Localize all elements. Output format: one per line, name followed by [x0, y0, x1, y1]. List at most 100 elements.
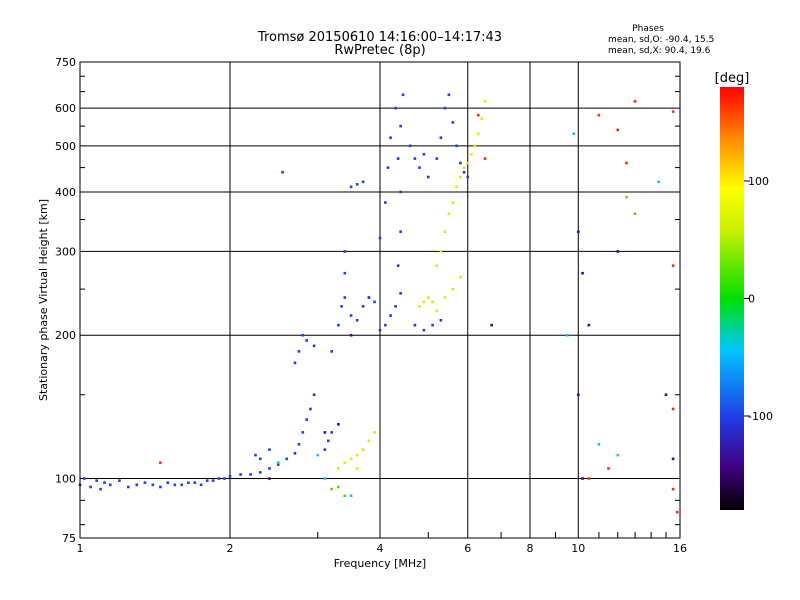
- data-point: [301, 431, 305, 434]
- data-point: [447, 212, 451, 216]
- data-point: [431, 300, 434, 304]
- data-point: [483, 157, 487, 160]
- data-point: [401, 93, 405, 97]
- data-point: [480, 117, 484, 121]
- data-point: [490, 323, 493, 327]
- data-point: [386, 166, 390, 169]
- data-point: [394, 305, 397, 308]
- data-point: [143, 481, 147, 485]
- data-point: [399, 291, 402, 295]
- data-point: [297, 350, 301, 353]
- data-point: [459, 275, 462, 279]
- data-point: [330, 431, 334, 434]
- y-tick-label: 500: [55, 140, 76, 153]
- data-point: [408, 144, 412, 148]
- colorbar-label: [deg]: [715, 71, 750, 86]
- data-point: [367, 439, 371, 443]
- data-point: [435, 309, 439, 313]
- data-point: [343, 271, 347, 275]
- data-point: [576, 230, 580, 234]
- data-point: [217, 477, 221, 480]
- data-point: [422, 152, 426, 156]
- data-point: [305, 418, 308, 421]
- data-point: [413, 323, 417, 327]
- colorbar-ticks: 100 0 -100: [744, 175, 773, 423]
- data-point: [435, 264, 439, 267]
- colorbar-tick-label: 0: [748, 293, 755, 306]
- data-point: [657, 180, 660, 184]
- data-point: [82, 477, 86, 480]
- data-point: [249, 473, 252, 476]
- data-point: [126, 485, 130, 489]
- data-point: [239, 473, 242, 476]
- data-point: [211, 479, 215, 482]
- data-point: [422, 300, 426, 304]
- data-point: [625, 161, 628, 165]
- data-point: [285, 457, 289, 461]
- x-tick-label: 16: [673, 542, 687, 555]
- data-point: [426, 175, 430, 179]
- data-point: [597, 113, 601, 117]
- data-point: [330, 487, 334, 491]
- data-point: [396, 264, 400, 267]
- y-axis-label: Stationary phase Virtual Height [km]: [37, 199, 50, 401]
- data-point: [384, 201, 387, 204]
- data-point: [349, 333, 353, 337]
- data-point: [451, 287, 455, 291]
- data-point: [466, 175, 470, 179]
- data-point: [462, 166, 466, 169]
- data-point: [413, 157, 417, 160]
- data-point: [258, 457, 262, 461]
- x-axis-label: Frequency [MHz]: [334, 557, 426, 570]
- x-tick-label: 2: [227, 542, 234, 555]
- data-point: [276, 463, 280, 466]
- data-point: [323, 477, 327, 480]
- data-point: [301, 333, 305, 337]
- data-point: [343, 250, 347, 253]
- y-tick-label: 600: [55, 102, 76, 115]
- data-point: [337, 422, 340, 426]
- data-point: [443, 230, 447, 234]
- data-point: [431, 323, 434, 327]
- grid-lines: [80, 62, 680, 538]
- data-point: [343, 296, 347, 299]
- data-point: [576, 393, 580, 397]
- data-point: [193, 481, 197, 485]
- y-tick-label: 750: [55, 56, 76, 69]
- data-point: [396, 157, 400, 160]
- data-point: [470, 152, 473, 156]
- data-point: [459, 161, 462, 165]
- data-point: [312, 393, 316, 397]
- chart-subtitle: RwPretec (8p): [334, 43, 425, 58]
- data-point: [223, 477, 226, 480]
- data-point: [447, 93, 451, 97]
- data-point: [435, 157, 439, 160]
- data-point: [587, 477, 591, 480]
- data-point: [443, 106, 447, 110]
- data-point: [439, 318, 443, 322]
- data-point: [633, 212, 637, 216]
- data-point: [199, 483, 203, 487]
- stats-line-o: mean, sd,O: -90.4, 15.5: [608, 35, 714, 45]
- data-point: [625, 195, 628, 199]
- stats-line-x: mean, sd,X: 90.4, 19.6: [608, 46, 711, 56]
- data-point: [268, 467, 271, 470]
- data-point: [616, 250, 620, 253]
- data-point: [477, 132, 480, 136]
- y-tick-label: 200: [55, 329, 76, 342]
- data-point: [671, 457, 675, 461]
- data-point: [293, 361, 297, 365]
- data-point: [187, 481, 190, 485]
- data-point: [426, 296, 430, 299]
- data-point: [671, 110, 675, 113]
- data-point: [418, 166, 421, 169]
- data-point: [616, 453, 620, 457]
- data-point: [268, 448, 271, 451]
- data-point: [180, 483, 184, 487]
- data-point: [323, 431, 327, 434]
- plot-frame: [79, 61, 681, 539]
- data-point: [276, 461, 280, 464]
- data-point: [373, 300, 376, 304]
- data-point: [89, 485, 92, 489]
